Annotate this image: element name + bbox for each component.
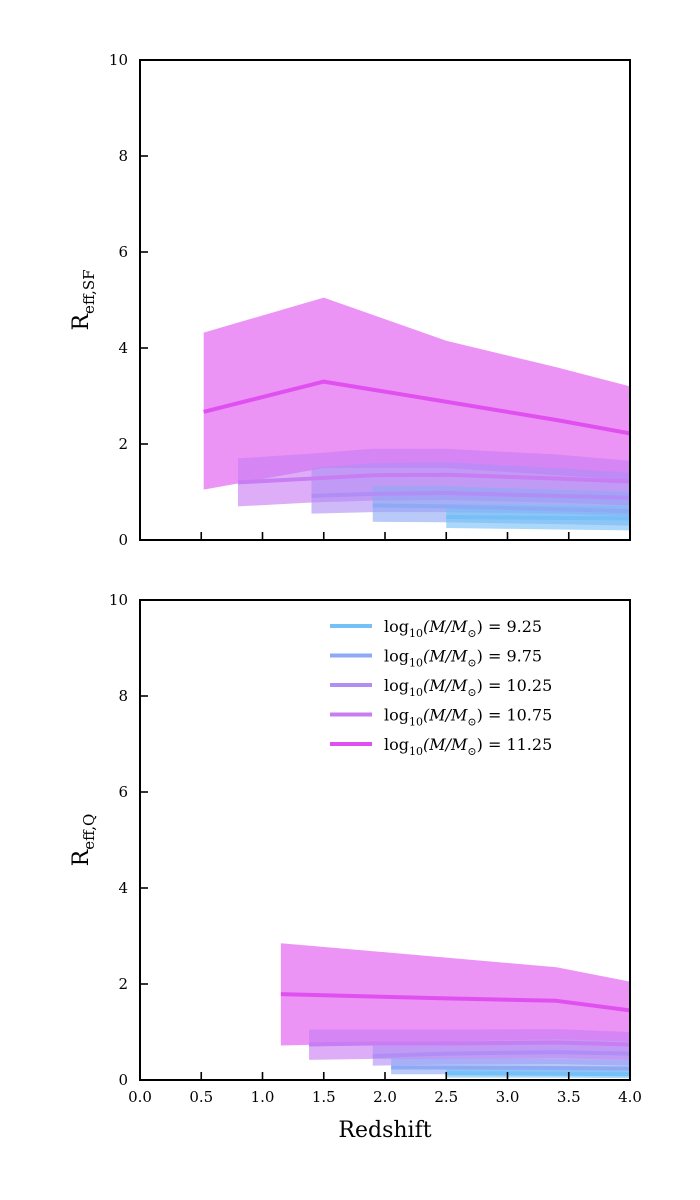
- line-top-9.25: [446, 514, 630, 521]
- line-top-11.25: [203, 379, 630, 436]
- legend-label: log10(M/M⊙) = 10.25: [384, 676, 552, 699]
- y-axis-label-main: R: [69, 848, 94, 866]
- plot-area-bottom: [280, 943, 630, 1079]
- legend-label: log10(M/M⊙) = 10.75: [384, 706, 552, 729]
- band-bottom-11.25: [280, 943, 630, 1046]
- line-top-10.75: [237, 472, 630, 485]
- y-tick-label: 2: [118, 975, 128, 993]
- y-tick-label: 8: [118, 147, 128, 165]
- x-tick-label: 1.0: [251, 1088, 275, 1106]
- y-tick-label: 10: [109, 591, 128, 609]
- line-top-9.75: [372, 503, 630, 514]
- y-tick-label: 8: [118, 687, 128, 705]
- legend-label: log10(M/M⊙) = 9.25: [384, 617, 542, 640]
- y-tick-label: 4: [118, 339, 128, 357]
- y-axis-label-sub: eff,SF: [80, 269, 98, 313]
- y-tick-label: 0: [118, 531, 128, 549]
- y-axis-label-main: R: [69, 313, 94, 331]
- line-bottom-11.25: [280, 992, 630, 1013]
- line-bottom-9.75: [391, 1065, 630, 1071]
- y-tick-label: 6: [118, 783, 128, 801]
- x-tick-label: 4.0: [618, 1088, 642, 1106]
- x-axis-label: Redshift: [338, 1118, 431, 1143]
- y-axis-label-sub: eff,Q: [80, 814, 98, 850]
- x-tick-label: 2.0: [373, 1088, 397, 1106]
- y-tick-label: 0: [118, 1071, 128, 1089]
- panel-bottom: 0.0 0.5 1.0 1.5 2.0 2.5 3.0 3.5 4.0 0 2 4 6 8 10 Reff,Q…: [69, 591, 642, 1106]
- x-tick-label: 0.0: [128, 1088, 152, 1106]
- legend: log10(M/M⊙) = 9.25 log10(M/M⊙) = 9.75 log1…: [330, 617, 552, 758]
- y-tick-label: 6: [118, 243, 128, 261]
- line-bottom-9.25: [446, 1071, 630, 1077]
- y-tick-label: 4: [118, 879, 128, 897]
- y-axis-label-top: Reff,SF: [69, 269, 98, 330]
- x-tick-label: 2.5: [434, 1088, 458, 1106]
- panel-top: 0 2 4 6 8 10 Reff,SF: [69, 51, 631, 549]
- x-tick-label: 1.5: [312, 1088, 336, 1106]
- x-tick-label: 3.0: [496, 1088, 520, 1106]
- line-top-10.25: [311, 490, 630, 500]
- y-tick-label: 2: [118, 435, 128, 453]
- plot-area-top: [203, 297, 630, 531]
- band-top-11.25: [203, 297, 630, 490]
- legend-label: log10(M/M⊙) = 9.75: [384, 647, 542, 670]
- x-tick-label: 0.5: [189, 1088, 213, 1106]
- y-tick-label: 10: [109, 51, 128, 69]
- line-bottom-10.25: [372, 1050, 630, 1058]
- y-axis-label-bottom: Reff,Q: [69, 814, 98, 867]
- x-tick-label: 3.5: [557, 1088, 581, 1106]
- legend-label: log10(M/M⊙) = 11.25: [384, 735, 552, 758]
- line-bottom-10.75: [309, 1040, 630, 1047]
